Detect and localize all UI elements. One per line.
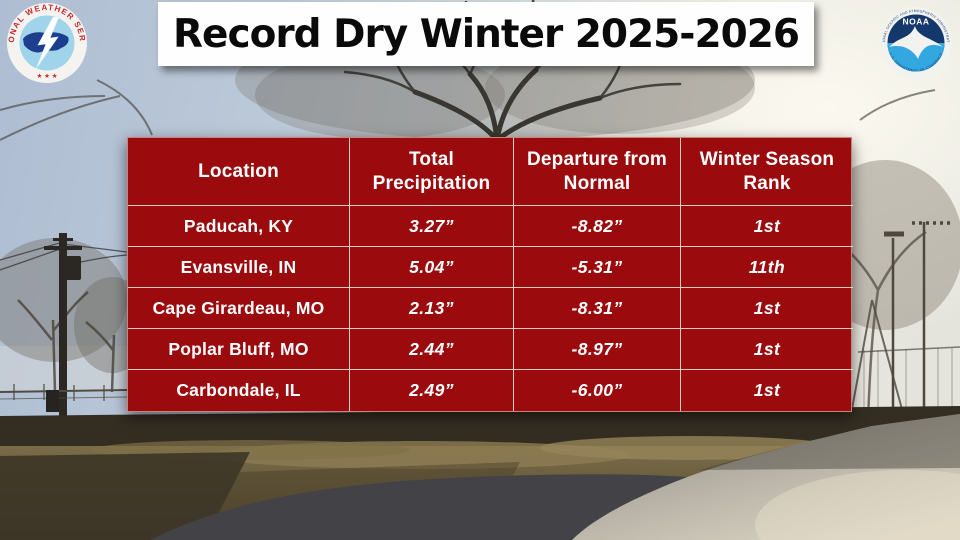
cell-total-precipitation: 2.49”	[350, 370, 514, 411]
nws-stars: ★ ★ ★	[36, 72, 57, 80]
cell-departure: -8.97”	[514, 329, 681, 370]
nws-logo: NATIONAL WEATHER SERVICE ★ ★ ★	[6, 2, 87, 83]
column-header-rank: Winter Season Rank	[681, 138, 853, 206]
seagull-icon	[889, 26, 943, 59]
utility-pole	[0, 233, 128, 425]
sun-glare	[755, 470, 960, 540]
cell-total-precipitation: 2.13”	[350, 288, 514, 329]
precipitation-table: Location Total Precipitation Departure f…	[127, 137, 853, 412]
lightning-bolt-icon	[35, 16, 60, 70]
cell-total-precipitation: 5.04”	[350, 247, 514, 288]
park-fence-left	[0, 384, 131, 401]
walking-path-shadowed	[150, 474, 700, 540]
column-header-location: Location	[128, 138, 350, 206]
park-sign	[46, 390, 59, 412]
cell-location: Cape Girardeau, MO	[128, 288, 350, 329]
page-title: Record Dry Winter 2025-2026	[172, 11, 800, 57]
cell-rank: 1st	[681, 206, 853, 247]
cell-location: Paducah, KY	[128, 206, 350, 247]
cell-departure: -6.00”	[514, 370, 681, 411]
title-banner: Record Dry Winter 2025-2026	[158, 2, 814, 66]
cell-departure: -8.31”	[514, 288, 681, 329]
cell-location: Evansville, IN	[128, 247, 350, 288]
cell-departure: -5.31”	[514, 247, 681, 288]
cell-rank: 11th	[681, 247, 853, 288]
cell-rank: 1st	[753, 380, 781, 400]
cell-total-precipitation: 3.27”	[350, 206, 514, 247]
cell-location: Carbondale, IL	[128, 370, 350, 411]
cell-rank: 1st	[681, 329, 853, 370]
cell-total-precipitation: 2.44”	[350, 329, 514, 370]
noaa-label: NOAA	[902, 17, 929, 27]
cell-departure: -8.82”	[514, 206, 681, 247]
noaa-logo: NOAA NATIONAL OCEANIC AND ATMOSPHERIC AD…	[879, 6, 952, 79]
cell-location: Poplar Bluff, MO	[128, 329, 350, 370]
walking-path	[572, 414, 960, 540]
column-header-departure: Departure from Normal	[514, 138, 681, 206]
path-tree-shadow	[700, 414, 960, 470]
column-header-total-precipitation: Total Precipitation	[350, 138, 514, 206]
cell-rank: 1st	[681, 288, 853, 329]
